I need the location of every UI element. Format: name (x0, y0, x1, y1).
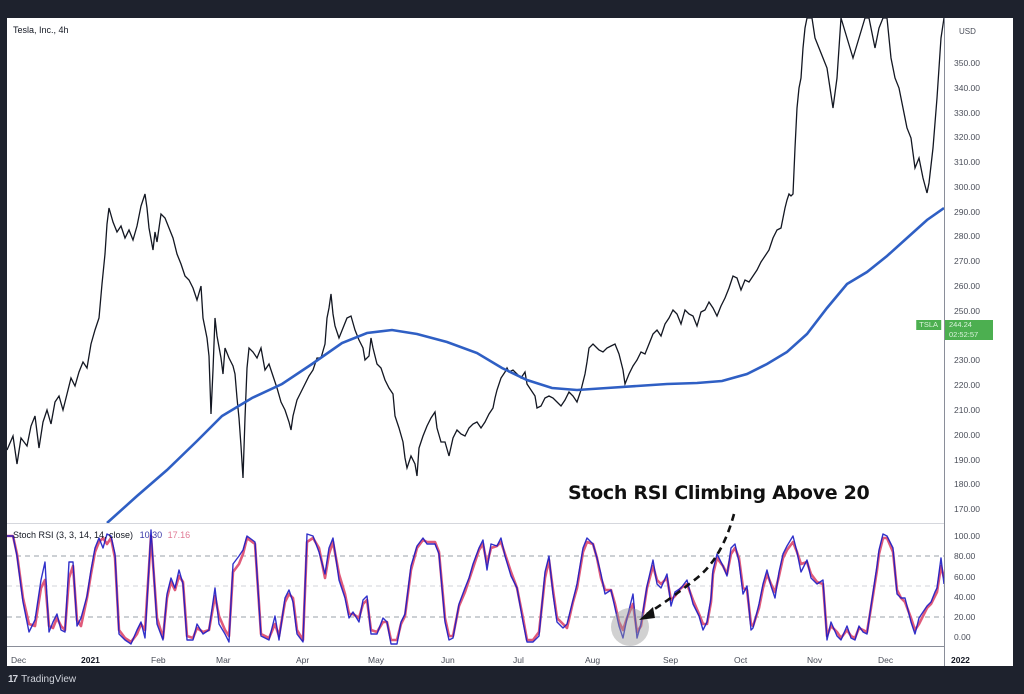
time-tick: May (368, 655, 385, 665)
price-tick: 170.00 (954, 504, 980, 514)
highlight-circle (611, 608, 649, 646)
price-tick: 200.00 (954, 430, 980, 440)
time-tick: 2022 (951, 655, 970, 665)
footer: 17 TradingView (8, 674, 76, 685)
price-tick: 260.00 (954, 281, 980, 291)
time-tick: 2021 (81, 655, 100, 665)
price-candles (7, 18, 944, 479)
stoch-tick: 20.00 (954, 612, 976, 622)
price-tick: 280.00 (954, 231, 980, 241)
currency-label: USD (959, 27, 976, 36)
stoch-tick: 80.00 (954, 551, 976, 561)
time-tick: Feb (151, 655, 166, 665)
time-tick: Aug (585, 655, 601, 665)
time-tick: Oct (734, 655, 748, 665)
time-tick: Dec (878, 655, 894, 665)
chart-frame: Tesla, Inc., 4h Stoch RSI (3, 3, 14, 14,… (7, 18, 1013, 666)
time-tick: Apr (296, 655, 310, 665)
last-price-badge: 244.24 02:52:57 (945, 320, 993, 340)
stoch-k-line (7, 529, 944, 645)
price-tick: 330.00 (954, 108, 980, 118)
tradingview-logo-icon: 17 (8, 674, 18, 685)
last-price-value: 244.24 (949, 320, 972, 329)
price-tick: 350.00 (954, 58, 980, 68)
stoch-legend-label: Stoch RSI (3, 3, 14, 14, close) (13, 530, 134, 540)
annotation-arrow (646, 513, 736, 616)
pane-divider[interactable] (7, 523, 1013, 524)
price-tick: 340.00 (954, 83, 980, 93)
price-tick: 310.00 (954, 157, 980, 167)
time-tick: Sep (663, 655, 679, 665)
price-tick: 250.00 (954, 306, 980, 316)
price-tick: 220.00 (954, 380, 980, 390)
price-tick: 290.00 (954, 207, 980, 217)
stoch-d-value: 17.16 (167, 530, 191, 540)
price-tick: 270.00 (954, 256, 980, 266)
moving-average-line (106, 206, 944, 524)
time-tick: Jun (441, 655, 455, 665)
annotation-text: Stoch RSI Climbing Above 20 (568, 482, 870, 504)
time-tick: Jul (513, 655, 524, 665)
brand-name[interactable]: TradingView (21, 674, 77, 685)
ticker-badge: TSLA (916, 320, 941, 330)
bar-countdown: 02:52:57 (949, 330, 979, 339)
chart-title: Tesla, Inc., 4h (13, 25, 69, 35)
arrow-head-icon (639, 607, 655, 620)
time-tick: Mar (216, 655, 231, 665)
stoch-tick: 40.00 (954, 592, 976, 602)
price-axis[interactable]: USD 350.00 340.00 330.00 320.00 310.00 3… (944, 18, 1013, 666)
price-tick: 300.00 (954, 182, 980, 192)
stoch-k-value: 10.30 (139, 530, 163, 540)
stoch-tick: 60.00 (954, 572, 976, 582)
time-axis[interactable]: Dec 2021 Feb Mar Apr May Jun Jul Aug Sep… (7, 646, 970, 666)
price-tick: 190.00 (954, 455, 980, 465)
stoch-tick: 100.00 (954, 531, 980, 541)
price-tick: 230.00 (954, 355, 980, 365)
price-tick: 210.00 (954, 405, 980, 415)
price-tick: 320.00 (954, 132, 980, 142)
stoch-legend[interactable]: Stoch RSI (3, 3, 14, 14, close) 10.30 17… (13, 530, 190, 540)
stoch-tick: 0.00 (954, 632, 971, 642)
time-tick: Dec (11, 655, 27, 665)
plot-area[interactable] (7, 18, 944, 646)
price-tick: 180.00 (954, 479, 980, 489)
time-tick: Nov (807, 655, 823, 665)
